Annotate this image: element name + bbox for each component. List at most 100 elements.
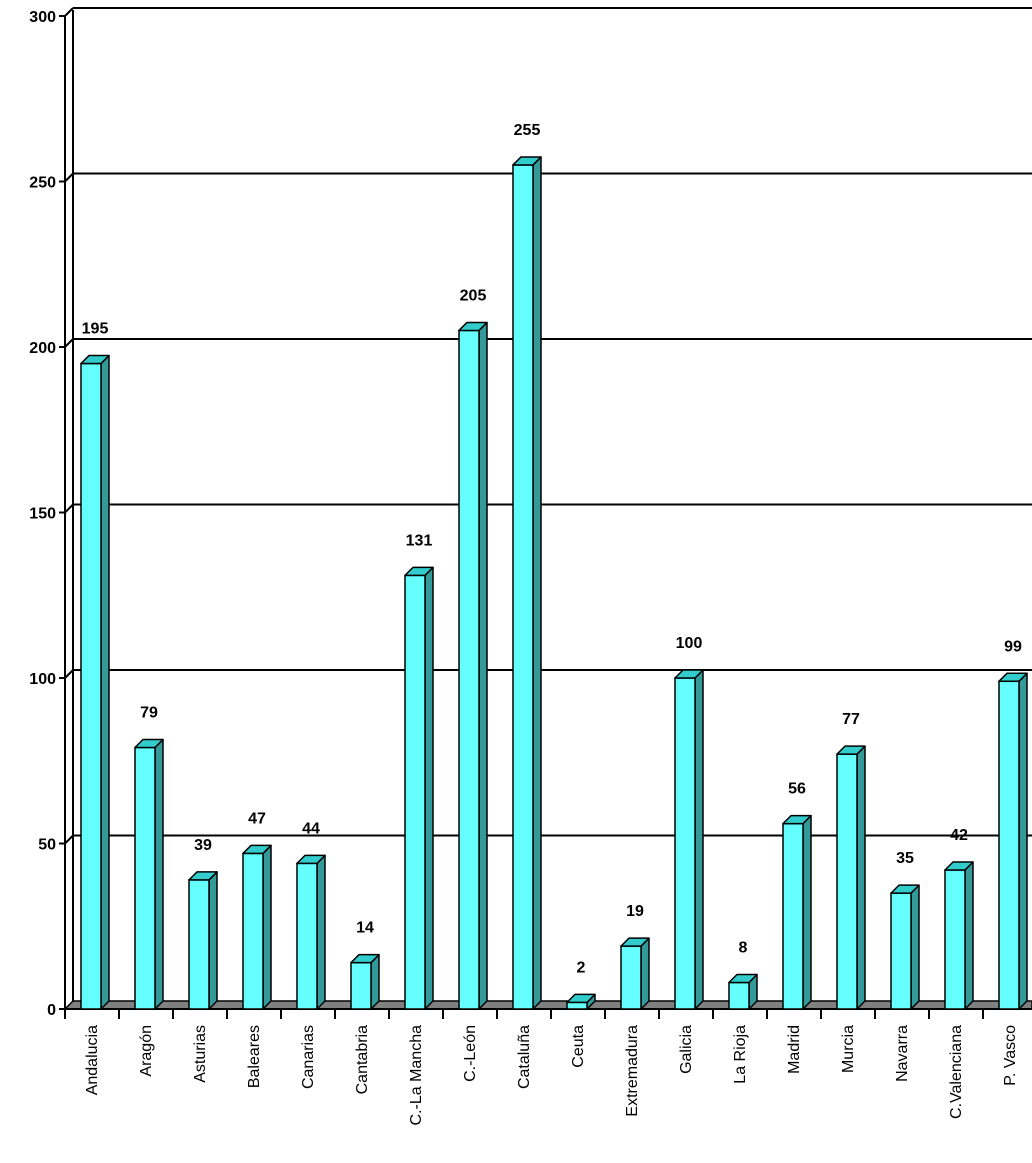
bar-top — [620, 937, 650, 947]
data-label: 42 — [950, 827, 968, 844]
category-labels: Andalucia Aragón Asturias Baleares Canarias C… — [84, 1025, 1019, 1126]
bar-side — [694, 669, 704, 1010]
category-label: C.Valenciana — [948, 1025, 965, 1119]
bar-side — [1018, 672, 1028, 1010]
data-label: 205 — [460, 287, 487, 304]
bar-top — [944, 861, 974, 871]
data-label: 35 — [896, 850, 914, 867]
bar-side — [208, 871, 218, 1010]
y-tick-label: 200 — [29, 340, 56, 357]
bar-front — [728, 981, 750, 1010]
category-label: La Rioja — [732, 1025, 749, 1084]
bar-front — [404, 574, 426, 1010]
category-label: Baleares — [246, 1025, 263, 1088]
bar-front — [458, 329, 480, 1010]
bar-top — [566, 993, 596, 1004]
bar-front — [566, 1001, 588, 1010]
category-label: Cataluña — [516, 1025, 533, 1089]
bar-top — [674, 669, 704, 679]
gridline-side — [64, 338, 74, 348]
bar — [80, 354, 110, 1010]
y-tick-label: 50 — [38, 837, 56, 854]
bar-top — [728, 973, 758, 984]
y-tick-label: 100 — [29, 671, 56, 688]
bar-side — [964, 861, 974, 1010]
bar-front — [944, 869, 966, 1010]
category-label: Madrid — [786, 1025, 803, 1074]
gridline-side — [64, 7, 74, 17]
bar-side — [100, 354, 110, 1010]
y-tick-label: 0 — [47, 1002, 56, 1019]
data-label: 255 — [514, 122, 541, 139]
data-label: 77 — [842, 711, 860, 728]
data-label: 47 — [248, 810, 266, 827]
bar-front — [296, 862, 318, 1010]
axes: 0 50 100 150 200 250 300 — [29, 9, 1032, 1019]
bar-top — [134, 738, 164, 749]
data-label: 56 — [788, 781, 806, 798]
bar-top — [80, 354, 110, 365]
data-label: 99 — [1004, 638, 1022, 655]
bar — [296, 854, 326, 1010]
bar-top — [188, 871, 218, 881]
bar-top — [350, 953, 380, 964]
gridline-side — [64, 669, 74, 679]
bar — [512, 156, 542, 1010]
bar — [242, 844, 272, 1010]
bar-top — [512, 156, 542, 166]
bar — [782, 814, 812, 1010]
bar-front — [350, 961, 372, 1010]
data-label: 8 — [739, 940, 748, 957]
category-label: Ceuta — [570, 1025, 587, 1068]
bar — [134, 738, 164, 1010]
bar-top — [296, 854, 326, 865]
data-label: 2 — [577, 959, 586, 976]
bar — [998, 672, 1028, 1010]
category-label: P. Vasco — [1002, 1025, 1019, 1086]
bar-top — [458, 321, 488, 332]
bar-front — [836, 753, 858, 1010]
bar-side — [856, 745, 866, 1010]
data-label: 19 — [626, 903, 644, 920]
category-label: Aragón — [138, 1025, 155, 1077]
bar-top — [404, 566, 434, 577]
bar-front — [674, 677, 696, 1010]
bar-front — [242, 852, 264, 1010]
data-label: 100 — [676, 635, 703, 652]
data-label: 195 — [82, 321, 109, 338]
data-label: 131 — [406, 532, 433, 549]
y-tick-label: 150 — [29, 506, 56, 523]
bar — [188, 871, 218, 1010]
category-label: Navarra — [894, 1025, 911, 1082]
bar-side — [154, 738, 164, 1010]
category-label: Murcia — [840, 1025, 857, 1073]
gridline-side — [64, 172, 74, 183]
bar — [890, 884, 920, 1010]
gridline-side — [64, 503, 74, 514]
y-tick-label: 300 — [29, 9, 56, 26]
bar-top — [242, 844, 272, 855]
bar-front — [188, 879, 210, 1010]
y-tick-label: 250 — [29, 175, 56, 192]
bar-front — [998, 680, 1020, 1010]
bar-side — [316, 854, 326, 1010]
bar — [674, 669, 704, 1010]
bar — [836, 745, 866, 1010]
bar — [620, 937, 650, 1010]
data-label: 39 — [194, 837, 212, 854]
data-labels: 195 79 39 47 44 14 131 205 255 2 19 100 8 56 77 35 42 99 — [82, 122, 1022, 976]
bar — [728, 973, 758, 1010]
data-label: 79 — [140, 705, 158, 722]
category-label: Galicia — [678, 1025, 695, 1074]
bars — [80, 156, 1028, 1010]
category-label: Asturias — [192, 1025, 209, 1083]
bar-front — [512, 164, 534, 1010]
bar-top — [890, 884, 920, 894]
bar — [458, 321, 488, 1010]
bar — [944, 861, 974, 1010]
category-label: Extremadura — [624, 1025, 641, 1117]
bar — [350, 953, 380, 1010]
category-label: C.-León — [462, 1025, 479, 1082]
bar-top — [836, 745, 866, 755]
